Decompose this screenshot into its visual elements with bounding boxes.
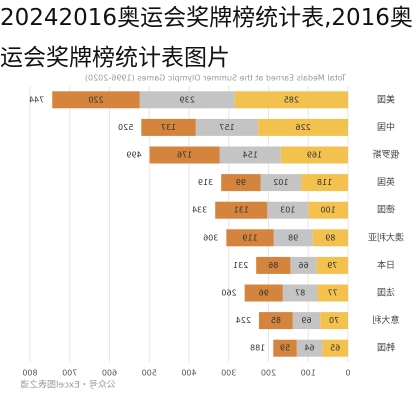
value-label: 65	[330, 344, 340, 353]
total-label: 744	[29, 95, 44, 104]
value-label: 70	[329, 316, 339, 325]
y-tick-label: 澳大利亚	[368, 231, 404, 243]
bar-segment	[308, 201, 348, 219]
bar-segment	[322, 339, 348, 357]
bar-segment	[52, 91, 140, 109]
bar-segment	[219, 146, 281, 164]
bar-segment	[139, 91, 235, 109]
bar-segment	[256, 256, 291, 274]
y-tick-label: 德国	[377, 204, 395, 216]
bar-segment	[260, 174, 302, 192]
total-label: 224	[236, 316, 251, 325]
y-tick-label: 意大利	[372, 314, 399, 326]
total-label: 520	[118, 123, 133, 132]
y-tick-label: 韩国	[377, 342, 395, 354]
bar-segment	[290, 256, 317, 274]
bar-segment	[301, 174, 348, 192]
value-label: 98	[288, 233, 298, 242]
total-label: 306	[203, 233, 218, 242]
x-tick-label: 800	[22, 369, 37, 378]
bar-segment	[215, 201, 268, 219]
bar-segment	[267, 201, 309, 219]
value-label: 99	[236, 178, 246, 187]
total-label: 334	[192, 206, 207, 215]
value-label: 86	[268, 261, 278, 270]
value-label: 169	[307, 151, 322, 160]
x-tick-label: 700	[62, 369, 77, 378]
value-label: 59	[280, 344, 290, 353]
chart-title: 20242016奥运会奖牌榜统计表,2016奥运会奖牌榜统计表图片	[0, 5, 413, 71]
value-label: 239	[180, 95, 195, 104]
total-label: 499	[126, 151, 141, 160]
value-label: 89	[325, 233, 335, 242]
x-tick-label: 400	[181, 369, 196, 378]
bar-segment	[244, 284, 283, 302]
total-label: 231	[233, 261, 248, 270]
value-label: 118	[317, 178, 332, 187]
value-label: 157	[219, 123, 234, 132]
value-label: 102	[273, 178, 288, 187]
x-tick-label: 500	[142, 369, 157, 378]
value-label: 66	[298, 261, 308, 270]
value-label: 85	[271, 316, 281, 325]
bar-segment	[282, 284, 318, 302]
value-label: 87	[295, 289, 305, 298]
total-label: 188	[250, 344, 265, 353]
y-tick-label: 法国	[377, 287, 395, 299]
bar-segment	[320, 312, 348, 330]
bar-segment	[149, 146, 220, 164]
value-label: 119	[242, 233, 257, 242]
x-tick-label: 200	[261, 369, 276, 378]
chart-body: Total Medals Earned at the Summer Olympi…	[20, 74, 404, 391]
value-label: 103	[280, 206, 295, 215]
bar-segment	[273, 229, 313, 247]
x-tick-label: 0	[345, 369, 350, 378]
x-tick-label: 600	[102, 369, 117, 378]
y-tick-label: 英国	[377, 176, 395, 188]
bar-segment	[296, 339, 323, 357]
value-label: 77	[328, 289, 338, 298]
value-label: 176	[177, 151, 192, 160]
bar-segment	[141, 118, 196, 136]
value-label: 220	[88, 95, 103, 104]
value-label: 64	[304, 344, 314, 353]
value-label: 226	[295, 123, 310, 132]
bar-segment	[273, 339, 297, 357]
value-label: 154	[243, 151, 258, 160]
value-label: 285	[284, 95, 299, 104]
bar-segment	[258, 312, 293, 330]
value-label: 137	[161, 123, 176, 132]
bar-segment	[312, 229, 348, 247]
value-label: 79	[327, 261, 337, 270]
value-label: 100	[320, 206, 335, 215]
subtitle: Total Medals Earned at the Summer Olympi…	[85, 74, 347, 83]
bar-segment	[317, 284, 348, 302]
annotation: 公众号・Excel图表之道	[20, 379, 116, 391]
bar-segment	[195, 118, 259, 136]
bar-segment	[280, 146, 348, 164]
value-label: 69	[301, 316, 311, 325]
y-tick-label: 美国	[377, 93, 395, 105]
y-tick-label: 中国	[377, 121, 395, 133]
total-label: 319	[198, 178, 213, 187]
value-label: 96	[259, 289, 269, 298]
y-tick-label: 日本	[377, 259, 395, 271]
total-label: 260	[221, 289, 236, 298]
bar-segment	[316, 256, 348, 274]
bar-segment	[292, 312, 321, 330]
y-tick-label: 俄罗斯	[372, 149, 399, 161]
x-tick-label: 300	[221, 369, 236, 378]
bar-segment	[226, 229, 274, 247]
bar-segment	[258, 118, 348, 136]
value-label: 131	[234, 206, 249, 215]
bar-segment	[234, 91, 348, 109]
x-tick-label: 100	[301, 369, 316, 378]
bar-segment	[221, 174, 261, 192]
